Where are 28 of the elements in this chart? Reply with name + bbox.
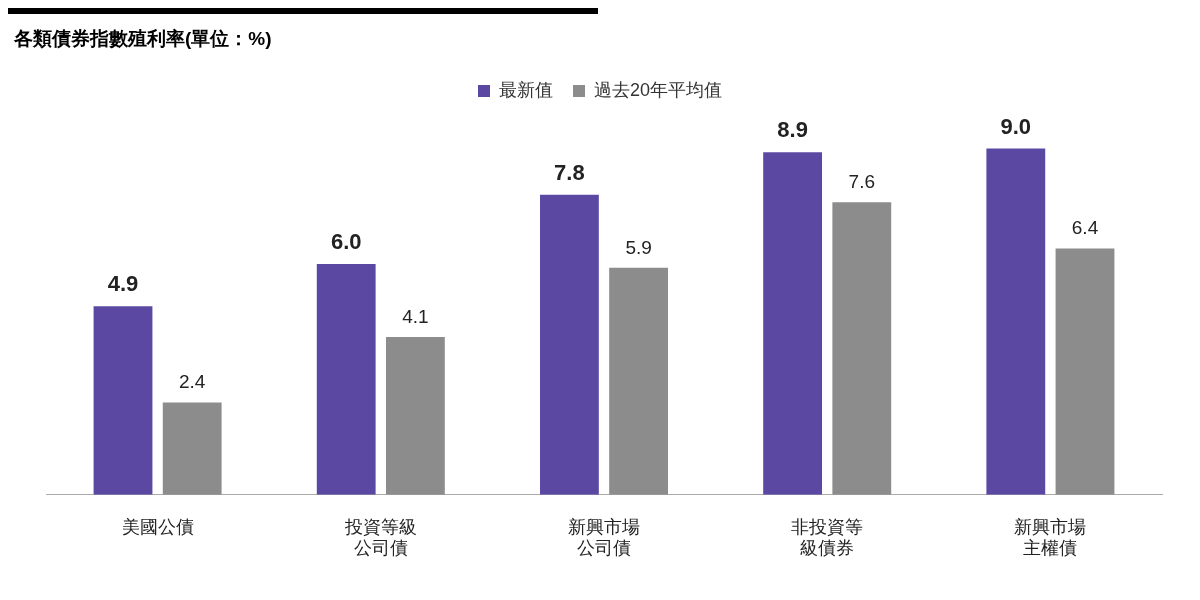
data-label: 6.0 — [330, 228, 362, 254]
legend-label: 過去20年平均值 — [593, 79, 723, 100]
x-tick-label: 非投資等級債券 — [791, 516, 864, 559]
bar — [986, 148, 1046, 495]
bar — [93, 306, 153, 495]
bar — [540, 194, 599, 495]
data-label: 4.9 — [107, 271, 139, 297]
chart-title: 各類債券指數殖利率(單位：%) — [14, 27, 273, 51]
data-label: 6.4 — [1071, 217, 1099, 239]
x-tick-label: 美國公債 — [121, 516, 194, 537]
bar — [1055, 248, 1115, 495]
x-tick-label: 新興市場主權債 — [1014, 516, 1087, 559]
bar — [316, 263, 376, 495]
data-label: 9.0 — [1000, 113, 1032, 139]
data-label: 2.4 — [178, 371, 206, 393]
data-label: 5.9 — [625, 236, 652, 258]
data-label: 7.6 — [848, 171, 876, 193]
bar — [385, 337, 445, 495]
bar — [832, 202, 892, 495]
bar — [763, 152, 823, 495]
data-label: 8.9 — [777, 117, 808, 143]
bar — [162, 402, 222, 495]
data-label: 7.8 — [554, 159, 585, 185]
data-label: 4.1 — [402, 305, 429, 327]
x-tick-label: 新興市場公司債 — [568, 516, 640, 559]
legend-label: 最新值 — [498, 79, 553, 100]
x-tick-label: 投資等級公司債 — [343, 516, 417, 559]
bar — [609, 267, 668, 495]
